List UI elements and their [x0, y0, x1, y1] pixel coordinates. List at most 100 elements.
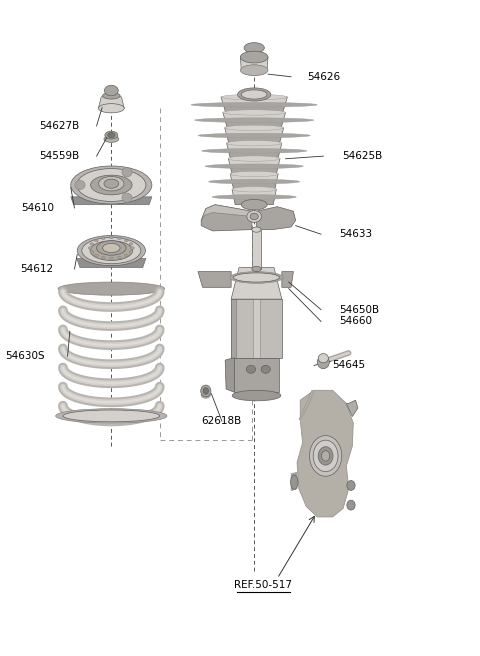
Ellipse shape	[347, 480, 355, 490]
Polygon shape	[201, 205, 252, 220]
Ellipse shape	[101, 256, 105, 259]
Ellipse shape	[124, 239, 128, 242]
Ellipse shape	[63, 410, 160, 422]
Ellipse shape	[202, 148, 307, 154]
Polygon shape	[234, 197, 275, 205]
Ellipse shape	[233, 273, 279, 282]
Ellipse shape	[232, 390, 281, 401]
Ellipse shape	[101, 237, 105, 239]
Ellipse shape	[201, 385, 211, 397]
Polygon shape	[71, 197, 152, 205]
Ellipse shape	[252, 227, 261, 232]
Ellipse shape	[122, 193, 132, 202]
Ellipse shape	[317, 356, 329, 369]
Ellipse shape	[108, 133, 115, 138]
Ellipse shape	[241, 199, 267, 210]
Ellipse shape	[221, 94, 288, 100]
Ellipse shape	[75, 180, 85, 190]
Text: 54559B: 54559B	[39, 151, 79, 161]
Ellipse shape	[131, 247, 134, 249]
Ellipse shape	[246, 365, 255, 373]
Ellipse shape	[203, 388, 209, 394]
Ellipse shape	[105, 131, 118, 139]
Ellipse shape	[124, 254, 128, 256]
Ellipse shape	[95, 239, 98, 242]
Polygon shape	[227, 143, 282, 151]
Ellipse shape	[191, 102, 317, 107]
Polygon shape	[223, 105, 285, 112]
Ellipse shape	[103, 243, 120, 253]
Text: 54633: 54633	[339, 229, 372, 239]
Polygon shape	[230, 166, 278, 174]
Polygon shape	[240, 57, 268, 70]
Text: 62618B: 62618B	[201, 416, 241, 426]
Polygon shape	[198, 272, 231, 287]
Ellipse shape	[129, 251, 133, 253]
Polygon shape	[248, 48, 261, 57]
Ellipse shape	[347, 500, 355, 510]
Ellipse shape	[201, 392, 210, 398]
Polygon shape	[225, 358, 234, 392]
Ellipse shape	[122, 168, 132, 177]
Ellipse shape	[195, 118, 314, 123]
Ellipse shape	[250, 213, 258, 220]
Polygon shape	[223, 112, 286, 120]
Ellipse shape	[77, 169, 146, 201]
Ellipse shape	[96, 241, 126, 255]
Text: 54627B: 54627B	[39, 121, 79, 131]
Polygon shape	[282, 272, 293, 287]
Ellipse shape	[109, 236, 113, 239]
Polygon shape	[225, 120, 283, 128]
Ellipse shape	[99, 176, 124, 191]
Polygon shape	[256, 207, 296, 230]
Polygon shape	[228, 151, 280, 159]
Polygon shape	[252, 230, 261, 269]
Ellipse shape	[88, 247, 92, 249]
Ellipse shape	[322, 451, 330, 461]
Ellipse shape	[77, 236, 145, 266]
Ellipse shape	[313, 440, 338, 472]
Text: 54630S: 54630S	[5, 351, 45, 361]
Text: 54625B: 54625B	[342, 151, 382, 161]
Polygon shape	[291, 472, 297, 491]
Text: 54610: 54610	[21, 203, 54, 213]
Ellipse shape	[240, 51, 268, 63]
Ellipse shape	[247, 211, 262, 222]
Ellipse shape	[212, 195, 296, 199]
Ellipse shape	[90, 241, 132, 260]
Polygon shape	[234, 358, 278, 392]
Ellipse shape	[223, 110, 286, 115]
Ellipse shape	[104, 136, 119, 142]
Ellipse shape	[209, 179, 300, 184]
Polygon shape	[232, 190, 276, 197]
Ellipse shape	[252, 266, 261, 272]
Ellipse shape	[98, 104, 124, 113]
Ellipse shape	[205, 164, 303, 169]
Ellipse shape	[290, 475, 298, 489]
Text: 54650B: 54650B	[339, 304, 380, 315]
Ellipse shape	[198, 133, 310, 138]
Ellipse shape	[227, 140, 282, 146]
Polygon shape	[299, 390, 314, 420]
Ellipse shape	[103, 92, 120, 99]
Ellipse shape	[228, 156, 280, 161]
Polygon shape	[230, 174, 278, 182]
Ellipse shape	[230, 272, 283, 283]
Ellipse shape	[261, 365, 270, 373]
Ellipse shape	[90, 251, 94, 253]
Ellipse shape	[318, 354, 328, 363]
Ellipse shape	[240, 65, 268, 75]
Ellipse shape	[241, 90, 267, 99]
Ellipse shape	[91, 175, 132, 195]
Polygon shape	[297, 390, 353, 517]
Ellipse shape	[238, 88, 271, 101]
Ellipse shape	[118, 237, 121, 239]
Polygon shape	[201, 205, 252, 231]
Ellipse shape	[105, 85, 118, 96]
Polygon shape	[232, 182, 276, 190]
Polygon shape	[98, 92, 124, 108]
Ellipse shape	[71, 166, 152, 204]
Ellipse shape	[90, 243, 94, 245]
Ellipse shape	[118, 256, 121, 259]
Ellipse shape	[58, 282, 165, 295]
